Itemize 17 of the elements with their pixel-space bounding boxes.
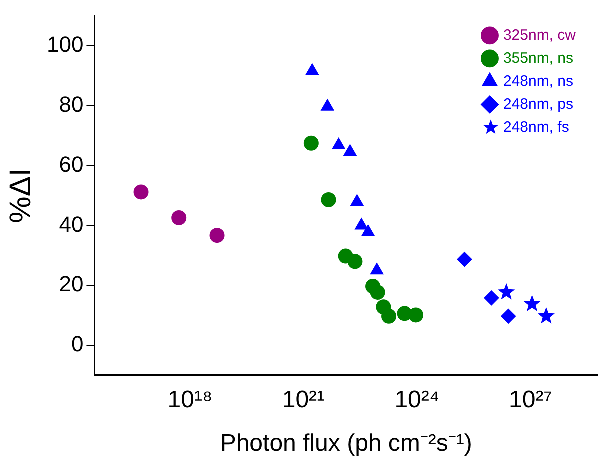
x-axis-title: Photon flux (ph cm⁻²s⁻¹) xyxy=(220,430,472,458)
y-tick-label: 60 xyxy=(59,152,84,177)
y-tick-label: 0 xyxy=(71,332,84,357)
y-tick-label: 100 xyxy=(46,32,84,58)
legend-label: 248nm, fs xyxy=(503,118,570,136)
legend-label: 248nm, ns xyxy=(503,72,574,90)
y-tick-label: 20 xyxy=(59,272,84,297)
y-tick-label: 80 xyxy=(59,92,84,118)
x-tick-label: 10²⁴ xyxy=(394,386,440,414)
x-tick-label: 10²⁷ xyxy=(509,386,552,414)
x-tick-label: 10²¹ xyxy=(282,386,326,414)
x-tick-label: 10¹⁸ xyxy=(168,386,213,414)
legend-label: 325nm, cw xyxy=(503,26,576,44)
y-tick-label: 40 xyxy=(59,212,84,237)
legend-label: 355nm, ns xyxy=(503,50,574,67)
legend-label: 248nm, ps xyxy=(503,96,574,113)
y-axis-title: %ΔI xyxy=(4,168,38,224)
